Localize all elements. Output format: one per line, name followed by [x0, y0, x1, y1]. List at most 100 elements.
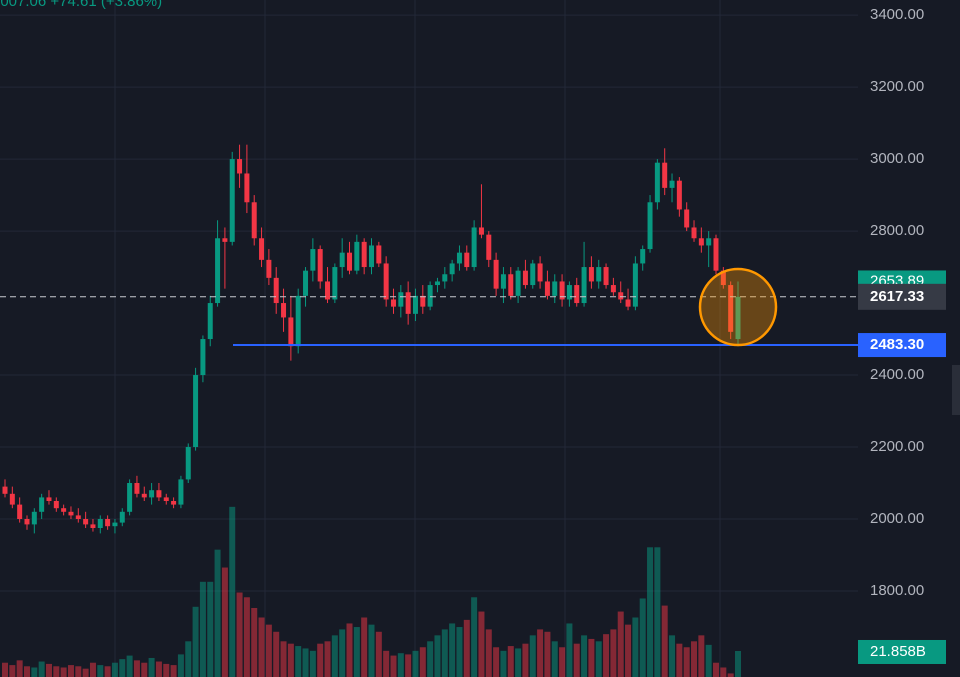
volume-bar — [654, 547, 661, 677]
volume-bar — [302, 648, 309, 677]
volume-bar — [449, 623, 456, 677]
y-tick-label: 3200.00 — [870, 78, 924, 95]
candle-body — [603, 267, 609, 286]
candle-body — [61, 508, 67, 512]
candle-body — [654, 162, 660, 203]
candle-body — [237, 159, 243, 174]
candle-body — [24, 518, 30, 525]
volume-bar — [97, 665, 104, 677]
candle-body — [632, 263, 638, 307]
candle-body — [493, 259, 499, 289]
candle-body — [581, 267, 587, 304]
volume-bar — [280, 641, 287, 677]
volume-bar — [537, 629, 544, 677]
volume-bar — [383, 650, 390, 677]
candle-body — [369, 245, 374, 268]
volume-label-box — [858, 639, 946, 664]
volume-bar — [309, 650, 316, 677]
volume-bar — [141, 662, 148, 677]
candle-body — [134, 483, 140, 494]
candle-body — [434, 281, 440, 286]
candle-body — [105, 518, 111, 527]
candle-body — [171, 501, 177, 505]
volume-bar — [339, 629, 346, 677]
y-tick-label: 2400.00 — [870, 366, 924, 383]
candle-body — [735, 296, 741, 340]
current-price-label: 2617.33 — [870, 288, 924, 305]
current-price-box — [858, 283, 946, 310]
candle-body — [405, 292, 411, 314]
candle-body — [141, 493, 147, 498]
candle-body — [625, 299, 631, 307]
volume-bar — [478, 611, 485, 677]
volume-bar — [45, 663, 52, 677]
candle-body — [75, 515, 81, 519]
volume-bar — [133, 660, 140, 677]
candle-body — [376, 245, 382, 264]
candle-body — [515, 270, 521, 296]
volume-bar — [632, 617, 639, 677]
volume-bar — [258, 617, 265, 677]
volume-bar — [500, 650, 507, 677]
candle-body — [273, 277, 279, 304]
volume-label: 21.858B — [870, 643, 926, 660]
volume-bar — [368, 624, 375, 677]
volume-bar — [236, 592, 243, 677]
candle-body — [244, 173, 250, 203]
candle-body — [647, 202, 653, 250]
volume-bar — [38, 661, 45, 677]
volume-bar — [507, 646, 514, 677]
candle-body — [295, 295, 301, 347]
volume-bar — [163, 663, 170, 677]
candle-body — [720, 270, 726, 286]
candle-body — [669, 180, 675, 188]
volume-bar — [324, 641, 331, 677]
volume-bar — [192, 606, 199, 677]
candle-body — [412, 295, 418, 314]
candle-body — [537, 263, 543, 282]
volume-bar — [53, 666, 60, 677]
volume-bar — [243, 597, 250, 677]
volume-bar — [617, 611, 624, 677]
candle-body — [640, 249, 646, 264]
candle-body — [691, 227, 697, 239]
scroll-handle — [952, 365, 960, 415]
volume-bar — [170, 665, 177, 677]
candle-body — [347, 252, 353, 271]
volume-bar — [177, 654, 184, 677]
candle-body — [464, 252, 470, 268]
y-tick-label: 2200.00 — [870, 438, 924, 455]
candle-body — [281, 303, 287, 318]
candle-body — [698, 238, 704, 246]
candle-body — [530, 263, 536, 286]
candle-body — [354, 241, 360, 271]
candle-body — [552, 281, 558, 296]
volume-bar — [361, 617, 368, 677]
candle-body — [317, 249, 323, 282]
volume-bar — [104, 666, 111, 677]
candle-body — [90, 524, 96, 528]
volume-bar — [720, 667, 727, 677]
volume-bar — [155, 661, 162, 677]
candle-body — [149, 490, 155, 498]
volume-bar — [419, 647, 426, 677]
volume-bar — [493, 647, 500, 677]
candle-body — [398, 292, 404, 307]
volume-bar — [82, 668, 89, 677]
candle-body — [68, 511, 74, 516]
candle-body — [156, 490, 162, 498]
volume-bar — [317, 643, 324, 677]
volume-bar — [573, 643, 580, 677]
volume-bar — [397, 653, 404, 677]
candle-body — [193, 375, 199, 448]
candle-body — [266, 259, 272, 278]
candle-body — [486, 234, 492, 260]
candle-body — [471, 227, 477, 268]
volume-bar — [67, 665, 74, 677]
volume-bar — [698, 635, 705, 677]
volume-bar — [405, 654, 412, 677]
candle-body — [478, 227, 484, 235]
volume-bar — [199, 581, 206, 677]
